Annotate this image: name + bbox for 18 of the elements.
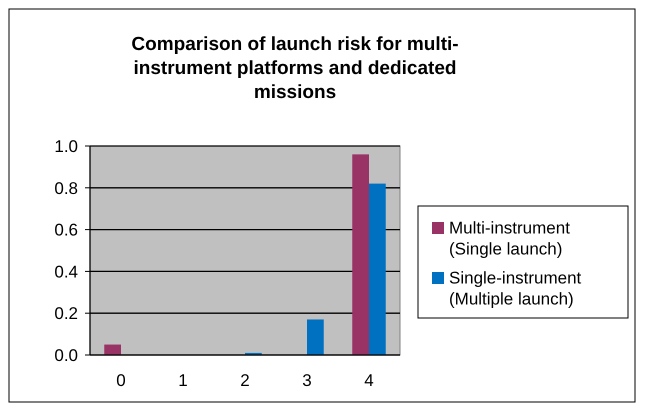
y-tick-label: 0.8 bbox=[54, 178, 78, 198]
y-tick-label: 1.0 bbox=[54, 136, 78, 156]
bar bbox=[369, 184, 386, 355]
x-tick-label: 3 bbox=[302, 371, 312, 390]
y-tick-label: 0.4 bbox=[54, 262, 78, 282]
legend-label: Single-instrument (Multiple launch) bbox=[449, 268, 582, 308]
y-tick-label: 0.0 bbox=[54, 346, 78, 365]
bar bbox=[307, 319, 324, 355]
x-tick-label: 1 bbox=[178, 371, 188, 390]
y-tick-label: 0.2 bbox=[54, 304, 78, 324]
x-tick-label: 4 bbox=[364, 371, 374, 390]
x-tick-label: 0 bbox=[116, 371, 126, 390]
x-tick-label: 2 bbox=[240, 371, 250, 390]
legend-label: Multi-instrument (Single launch) bbox=[449, 218, 570, 258]
chart-title: Comparison of launch risk for multi-instrument platforms and dedicated missions bbox=[131, 34, 459, 103]
y-tick-label: 0.6 bbox=[54, 220, 78, 240]
bar bbox=[352, 154, 369, 355]
bar bbox=[104, 344, 121, 355]
